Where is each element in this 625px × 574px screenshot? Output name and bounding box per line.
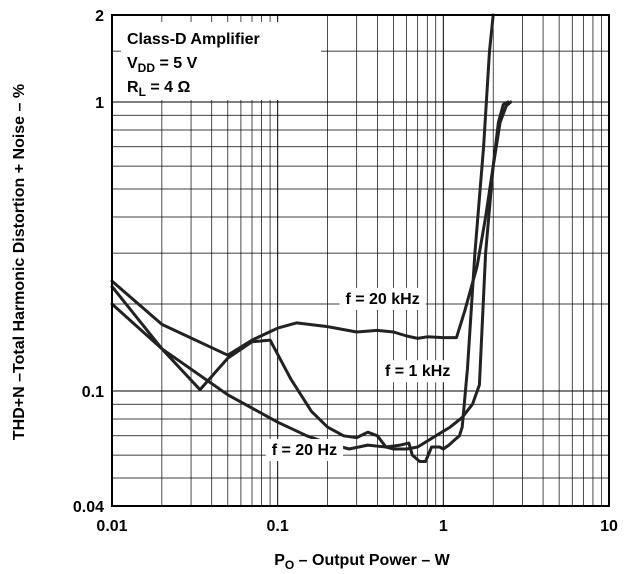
- series-line-1: [110, 100, 513, 451]
- series-label-0: f = 20 Hz: [272, 442, 337, 459]
- conditions-box: Class-D Amplifier VDD = 5 V RL = 4 Ω: [121, 22, 321, 100]
- x-tick-2: 1: [439, 518, 448, 535]
- condition-line-2: RL = 4 Ω: [127, 79, 190, 99]
- conditions-bg: [121, 22, 321, 100]
- x-tick-1: 0.1: [267, 518, 289, 535]
- condition-line-1: VDD = 5 V: [127, 55, 198, 75]
- curve-labels: f = 20 Hz f = 1 kHz f = 20 kHz: [265, 287, 457, 461]
- x-tick-3: 10: [600, 518, 618, 535]
- series-label-bg-0: [265, 438, 344, 461]
- series-line-0: [110, 13, 495, 463]
- series-label-1: f = 1 kHz: [385, 363, 450, 380]
- condition-line-0: Class-D Amplifier: [127, 31, 260, 48]
- series-line-2: [110, 100, 510, 357]
- x-tick-0: 0.01: [96, 518, 127, 535]
- y-tick-0: 0.04: [73, 499, 104, 516]
- series-label-2: f = 20 kHz: [345, 291, 419, 308]
- y-tick-2: 1: [95, 95, 104, 112]
- series-label-bg-1: [378, 360, 457, 383]
- y-tick-3: 2: [95, 8, 104, 25]
- curves: [110, 13, 513, 463]
- series-label-bg-2: [339, 287, 426, 310]
- tick-labels: 0.01 0.1 1 10 0.04 0.1 1 2: [73, 8, 618, 535]
- y-axis-title: THD+N –Total Harmonic Distortion + Noise…: [11, 84, 28, 440]
- plot-frame: [111, 14, 610, 507]
- y-tick-1: 0.1: [82, 384, 104, 401]
- x-axis-title: PO – Output Power – W: [274, 552, 450, 572]
